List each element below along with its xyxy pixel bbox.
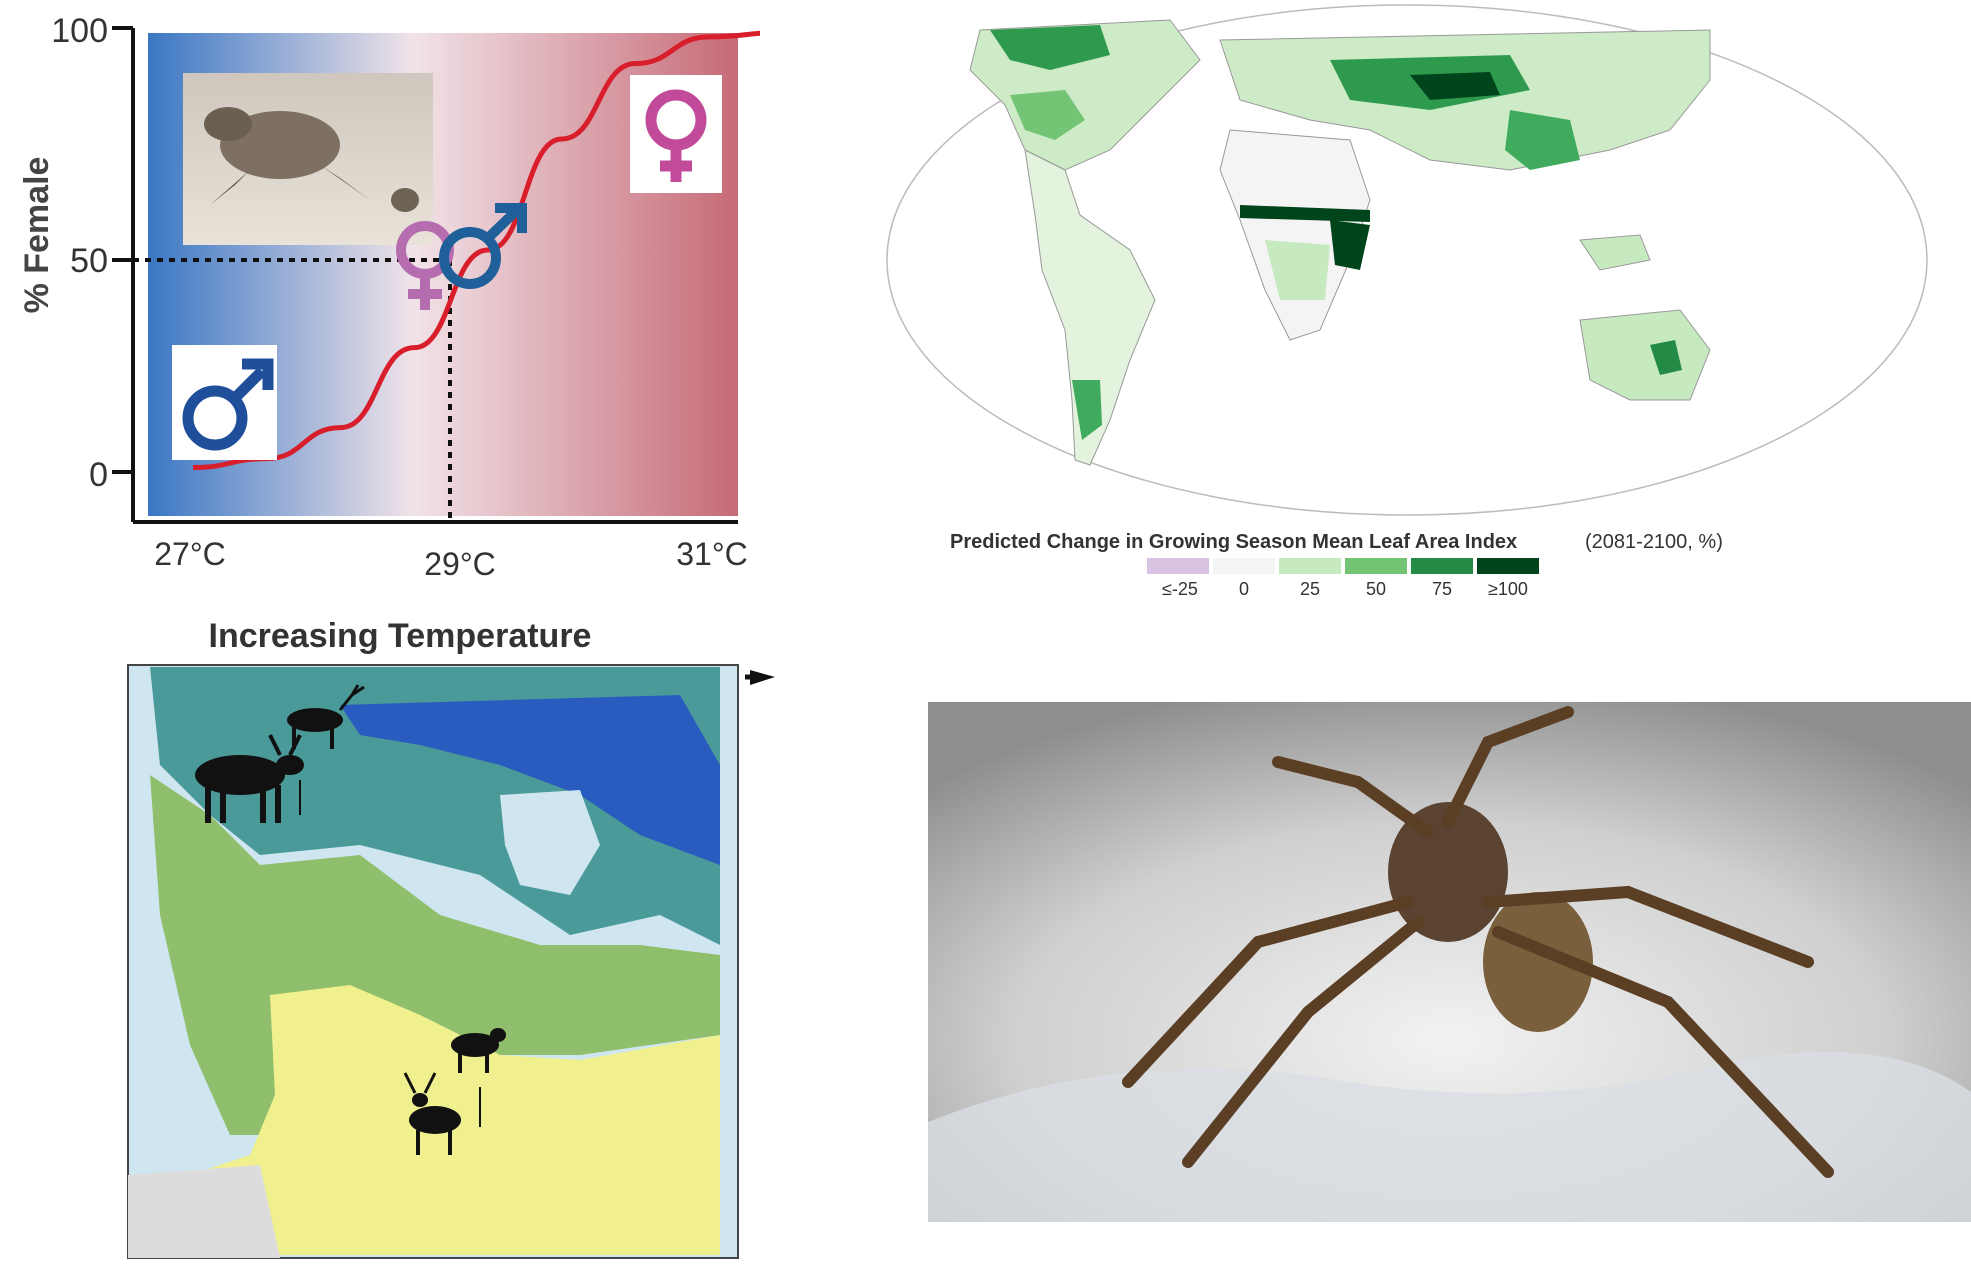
caribou-icon: [287, 684, 365, 749]
ice-chunk: [928, 1052, 1971, 1222]
y-tick-100: 100: [51, 12, 108, 50]
hudson-bay: [500, 790, 600, 895]
legend-title-suffix: (2081-2100, %): [1585, 531, 1723, 553]
moose-icon-south: [451, 1028, 506, 1073]
legend-title: Predicted Change in Growing Season Mean …: [950, 531, 1517, 553]
zone-transition: [150, 775, 720, 1135]
spider-photo-svg: [928, 702, 1971, 1222]
tsd-chart-svg: 100 50 0 % Female 27°C 29°C 31°C: [18, 12, 784, 582]
zone-unsurveyed: [128, 1165, 280, 1258]
legend-swatch-100: [1477, 558, 1539, 574]
moose-icon: [195, 734, 304, 823]
x-tick-29: 29°C: [424, 546, 496, 582]
y-axis-label: % Female: [18, 157, 56, 314]
canada-map-svg: Increasing Temperature: [127, 617, 775, 1259]
deer-icon: [403, 1072, 461, 1155]
female-symbol-icon: [630, 75, 722, 193]
spider-abdomen: [1483, 892, 1593, 1032]
x-tick-31: 31°C: [676, 536, 748, 572]
south-america: [1024, 149, 1156, 466]
turtle-hatchling-photo: [183, 73, 433, 245]
y-tick-0: 0: [89, 456, 108, 494]
legend-label-0: 0: [1239, 579, 1249, 599]
sex-ratio-curve: [192, 29, 784, 471]
legend-label-25: 25: [1300, 579, 1320, 599]
africa: [1219, 129, 1371, 341]
legend-swatch-75: [1411, 558, 1473, 574]
sex-ratio-line: [192, 29, 784, 471]
intersex-symbol-icon: [396, 203, 527, 310]
y-tick-50: 50: [70, 242, 108, 280]
tsd-chart: 100 50 0 % Female 27°C 29°C 31°C: [0, 0, 784, 590]
legend-label-75: 75: [1432, 579, 1452, 599]
x-tick-27: 27°C: [154, 536, 226, 572]
arrow-right-icon: [750, 670, 775, 685]
male-symbol-icon: [172, 345, 277, 460]
legend-label-100: ≥100: [1488, 579, 1528, 599]
world-map-svg: Predicted Change in Growing Season Mean …: [886, 4, 1928, 599]
legend-swatch-neg25: [1147, 558, 1209, 574]
canada-range-map: Increasing Temperature: [120, 615, 800, 1263]
legend-label-neg25: ≤-25: [1162, 579, 1198, 599]
canada-map-title: Increasing Temperature: [209, 617, 592, 655]
australia: [1579, 309, 1711, 401]
legend-swatch-50: [1345, 558, 1407, 574]
wolf-spider-on-ice-photo: [928, 702, 1971, 1222]
southeast-asia: [1579, 234, 1651, 271]
zone-arctic: [340, 695, 720, 865]
spider-legs: [1122, 706, 1834, 1178]
legend-label-50: 50: [1366, 579, 1386, 599]
world-lai-map: Predicted Change in Growing Season Mean …: [810, 0, 1971, 600]
spider-head: [1388, 802, 1508, 942]
legend-swatch-0: [1213, 558, 1275, 574]
legend-swatch-25: [1279, 558, 1341, 574]
